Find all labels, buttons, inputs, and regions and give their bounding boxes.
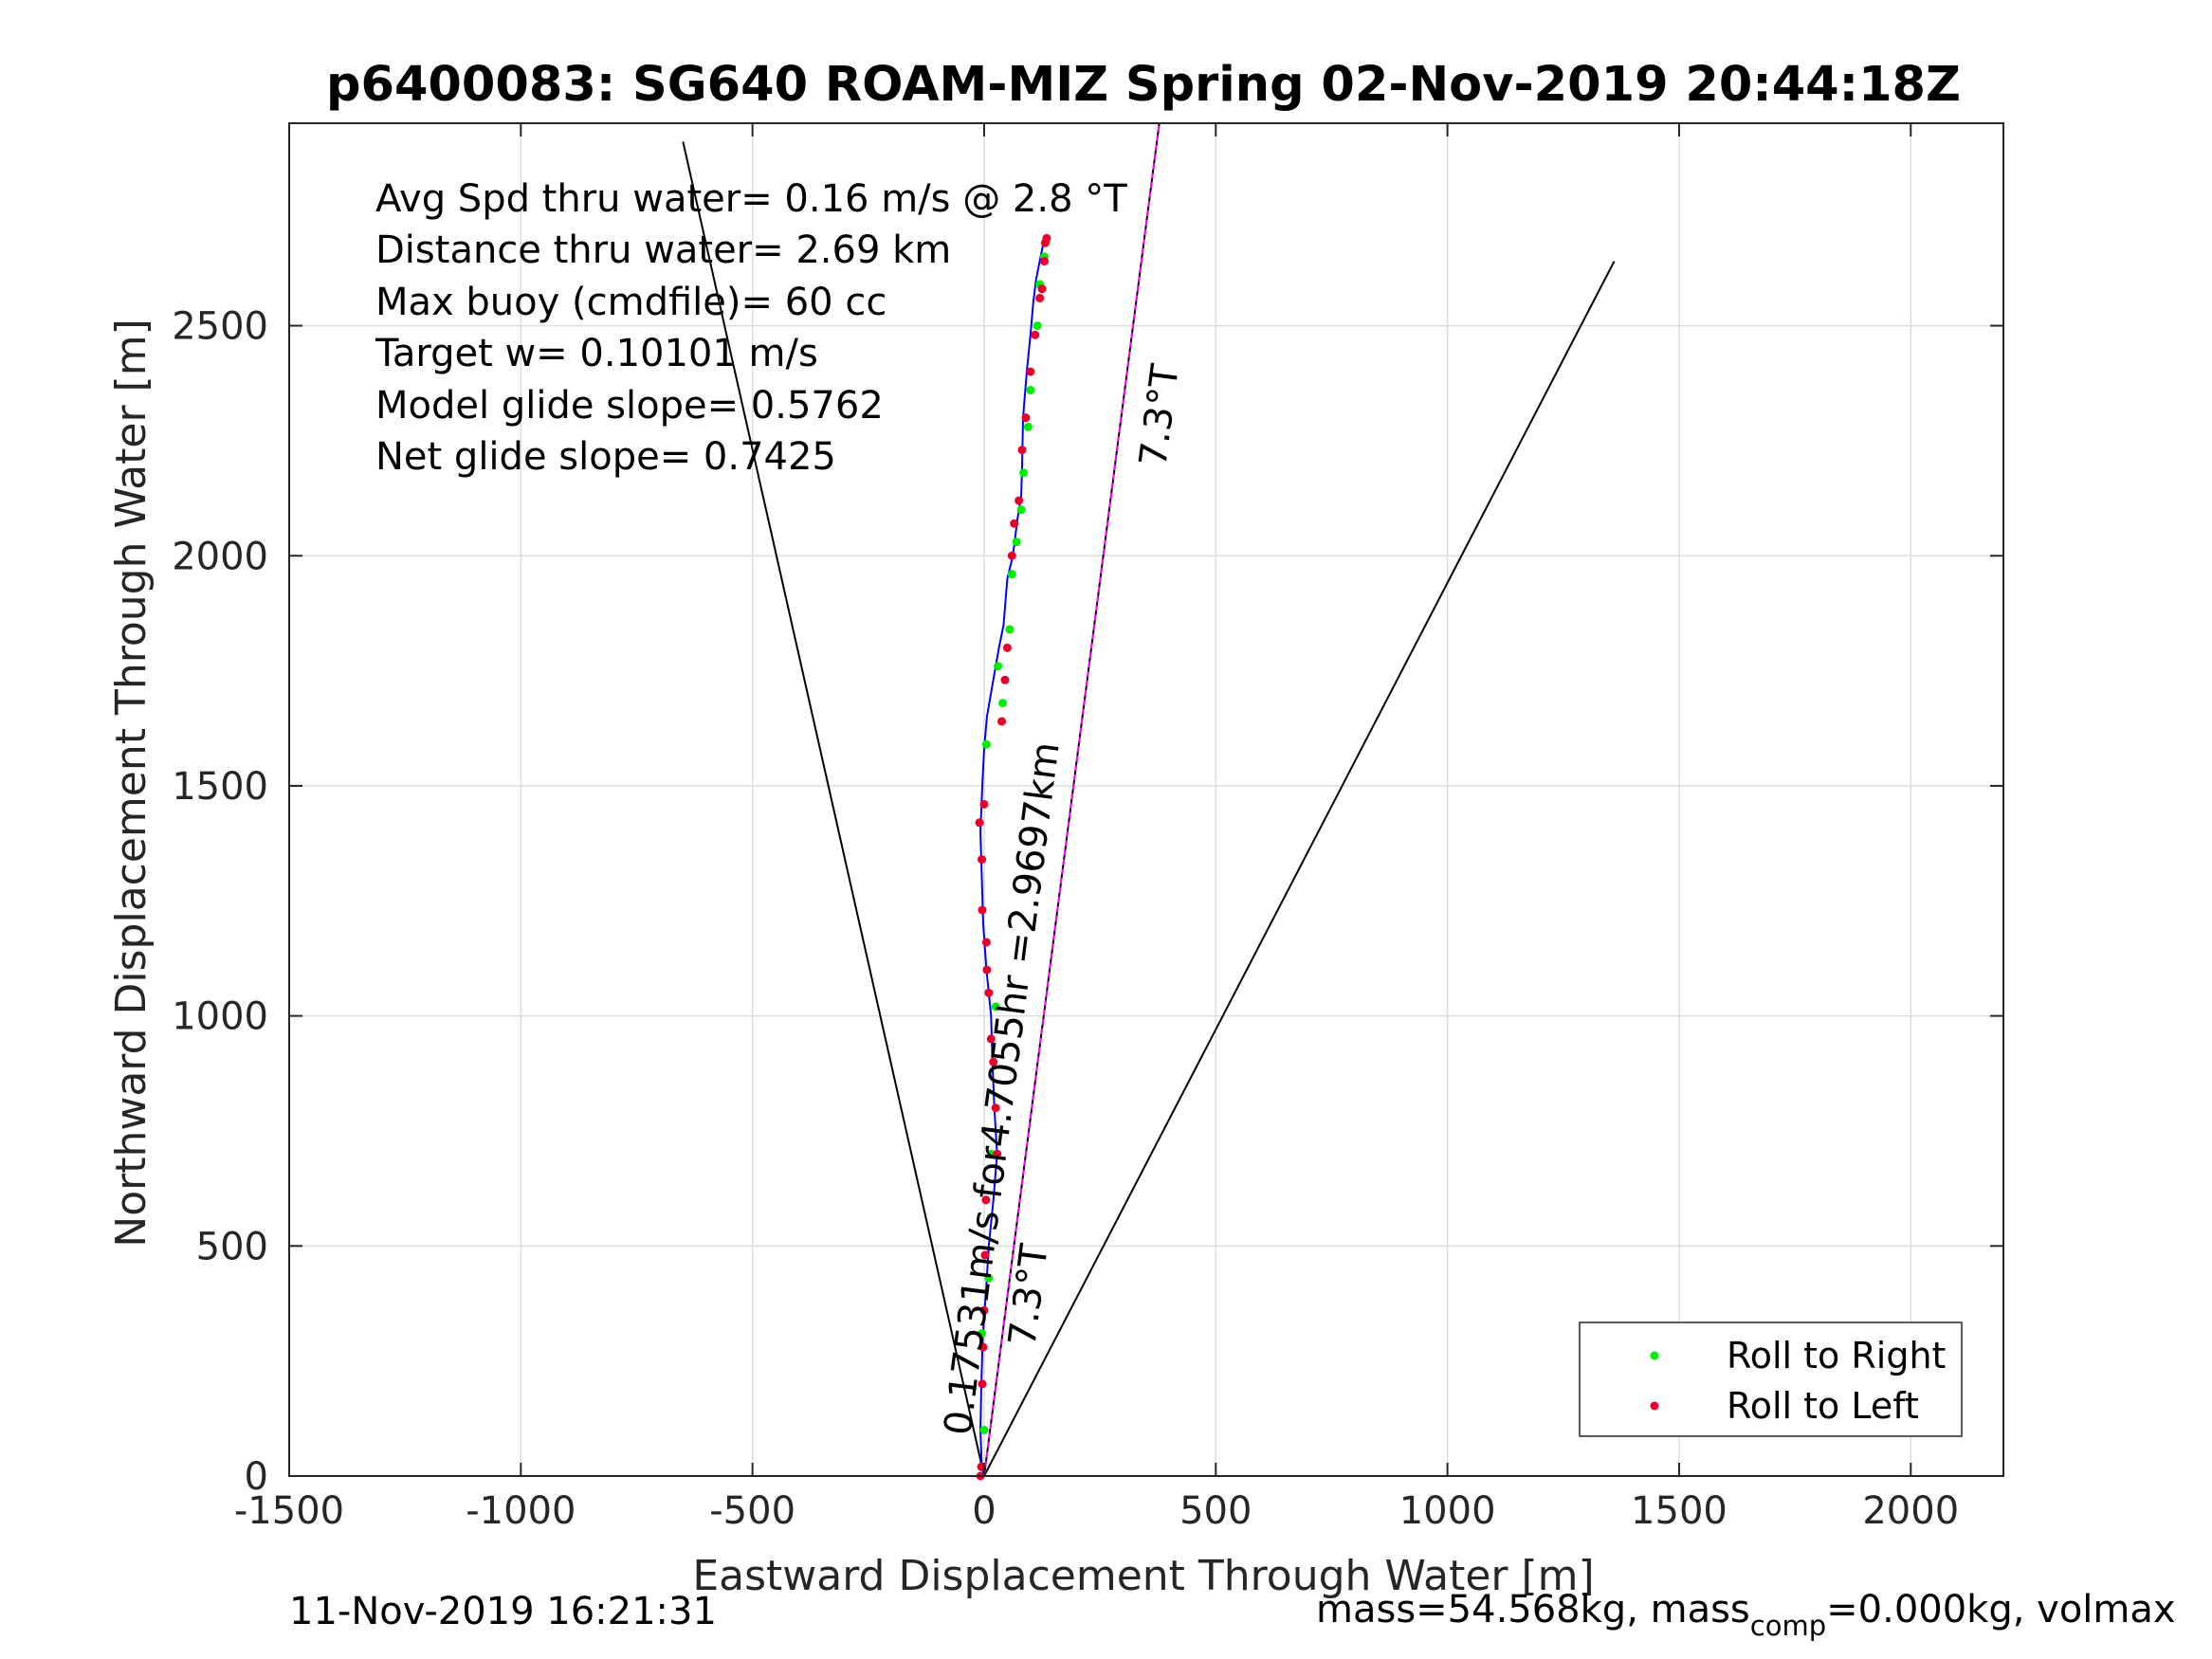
roll-right-point — [991, 1002, 1000, 1012]
legend-marker-roll-right — [1650, 1351, 1659, 1360]
x-tick-label: 500 — [1179, 1489, 1252, 1533]
footer-timestamp: 11-Nov-2019 16:21:31 — [289, 1590, 717, 1633]
roll-left-point — [978, 905, 987, 915]
y-tick-label: 1000 — [172, 995, 268, 1039]
roll-right-point — [1016, 505, 1026, 515]
roll-right-point — [1019, 468, 1029, 478]
info-distance: Distance thru water= 2.69 km — [375, 228, 951, 272]
roll-right-point — [978, 1329, 987, 1339]
track-line — [979, 238, 1046, 1477]
x-tick-label: -1500 — [234, 1489, 344, 1533]
roll-left-point — [1002, 643, 1012, 652]
roll-left-point — [1021, 413, 1031, 423]
roll-left-point — [1026, 367, 1035, 376]
roll-left-point — [984, 988, 994, 997]
info-annotations: Avg Spd thru water= 0.16 m/s @ 2.8 °T Di… — [375, 177, 1127, 479]
y-tick-label: 2000 — [172, 535, 268, 578]
roll-left-point — [1031, 330, 1040, 339]
roll-right-point — [998, 699, 1008, 708]
roll-left-point — [982, 965, 992, 975]
y-tick-labels: 0 500 1000 1500 2000 2500 — [172, 305, 268, 1499]
y-tick-label: 2500 — [172, 305, 268, 349]
roll-left-point — [1010, 519, 1019, 528]
roll-left-point — [978, 855, 987, 865]
legend-marker-roll-left — [1650, 1401, 1659, 1411]
roll-right-point — [981, 739, 991, 749]
axis-ticks — [288, 123, 2003, 1477]
roll-right-point — [1007, 570, 1016, 579]
roll-left-point — [1007, 551, 1016, 560]
roll-left-point — [993, 1149, 1002, 1158]
roll-left-point — [978, 1342, 988, 1352]
x-tick-label: 1000 — [1399, 1489, 1496, 1533]
cone-line-1 — [983, 261, 1616, 1477]
x-tick-label: -500 — [709, 1489, 795, 1533]
x-tick-label: 1500 — [1631, 1489, 1728, 1533]
roll-left-point — [979, 799, 989, 809]
roll-right-point — [1026, 386, 1035, 395]
x-axis-label: Eastward Displacement Through Water [m] — [692, 1552, 1594, 1600]
angle-label-lower: 7.3°T — [1000, 1241, 1056, 1349]
legend-label-roll-right: Roll to Right — [1727, 1335, 1946, 1376]
roll-right-point — [984, 1273, 994, 1283]
info-model-glide-slope: Model glide slope= 0.5762 — [375, 384, 884, 428]
roll-left-point — [1000, 675, 1010, 684]
cone-line-2 — [982, 122, 1161, 1477]
angle-label-upper: 7.3°T — [1131, 361, 1187, 469]
footer-mass-sub: comp — [1750, 1610, 1826, 1642]
cone-line-0 — [682, 141, 985, 1477]
footer-mass: mass=54.568kg, masscomp=0.000kg, volmax — [1316, 1588, 2176, 1642]
track-series — [979, 238, 1046, 1477]
y-tick-label: 0 — [245, 1455, 268, 1499]
x-tick-label: -1000 — [466, 1489, 576, 1533]
roll-right-point — [1033, 321, 1042, 331]
roll-right-point — [1005, 625, 1015, 634]
roll-left-point — [1042, 233, 1051, 243]
legend-box — [1579, 1322, 1963, 1437]
roll-points — [975, 233, 1051, 1481]
roll-left-point — [975, 818, 984, 828]
info-net-glide-slope: Net glide slope= 0.7425 — [375, 435, 836, 479]
roll-right-point — [986, 1149, 996, 1158]
roll-right-point — [994, 662, 1003, 671]
roll-left-point — [1017, 446, 1027, 455]
roll-right-point — [979, 1425, 989, 1434]
legend: Roll to Right Roll to Left — [1579, 1322, 1963, 1437]
roll-left-point — [978, 1379, 987, 1389]
roll-left-point — [979, 1305, 989, 1315]
plot-frame — [288, 122, 2004, 1477]
footer-mass-prefix: mass=54.568kg, mass — [1316, 1588, 1750, 1632]
roll-left-point — [991, 1103, 1000, 1113]
chart-title: p6400083: SG640 ROAM-MIZ Spring 02-Nov-2… — [326, 57, 1961, 113]
footer-mass-suffix: =0.000kg, volmax — [1826, 1588, 2175, 1632]
x-tick-label: 2000 — [1862, 1489, 1959, 1533]
roll-left-point — [1035, 293, 1045, 302]
roll-left-point — [997, 717, 1007, 726]
roll-left-point — [1037, 284, 1047, 294]
info-max-buoy: Max buoy (cmdfile)= 60 cc — [375, 281, 887, 324]
roll-left-point — [981, 938, 991, 947]
grid-lines — [288, 123, 2003, 1477]
roll-right-point — [1023, 422, 1033, 431]
roll-left-point — [986, 1034, 996, 1044]
y-axis-label: Northward Displacement Through Water [m] — [107, 319, 155, 1247]
roll-left-point — [981, 1195, 991, 1205]
roll-left-point — [980, 1250, 990, 1260]
roll-left-point — [1039, 257, 1049, 266]
info-target-w: Target w= 0.10101 m/s — [375, 332, 818, 375]
roll-left-point — [1015, 496, 1024, 505]
info-avg-speed: Avg Spd thru water= 0.16 m/s @ 2.8 °T — [375, 177, 1127, 221]
x-tick-labels: -1500 -1000 -500 0 500 1000 1500 2000 — [234, 1489, 1959, 1533]
roll-left-point — [989, 1057, 998, 1066]
legend-label-roll-left: Roll to Left — [1727, 1385, 1919, 1427]
y-tick-label: 500 — [196, 1225, 268, 1268]
reference-lines — [682, 122, 1616, 1477]
y-tick-label: 1500 — [172, 765, 268, 809]
roll-right-point — [1012, 538, 1021, 547]
x-tick-label: 0 — [972, 1489, 996, 1533]
